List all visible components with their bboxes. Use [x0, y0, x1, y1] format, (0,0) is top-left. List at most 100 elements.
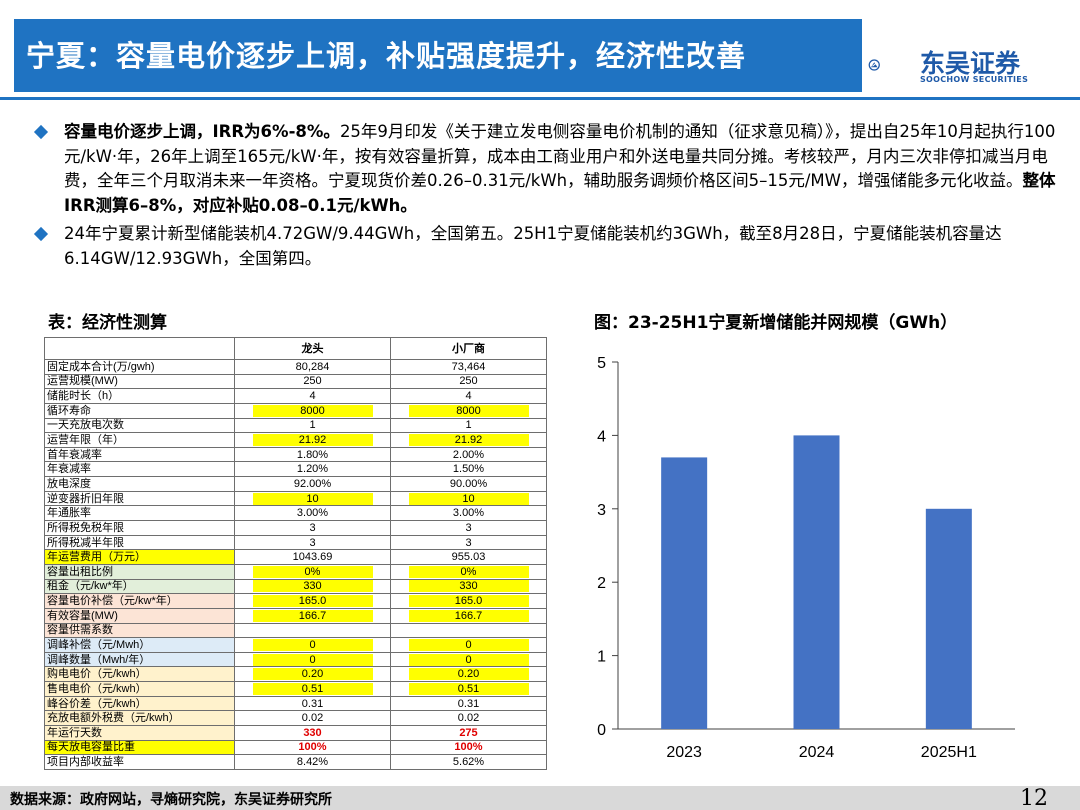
bullet-lead: 容量电价逐步上调，IRR为6%-8%。 [64, 122, 340, 141]
table-header-cell [44, 337, 235, 360]
y-tick-label: 1 [597, 649, 606, 666]
cell-leader: 3 [234, 520, 391, 536]
cell-value: 8.42% [296, 756, 329, 769]
table-header-cell: 龙头 [234, 337, 391, 360]
cell-leader: 3 [234, 534, 391, 551]
cell-value: 0 [252, 638, 373, 651]
cell-leader: 330 [234, 578, 391, 595]
row-label: 年通胀率 [44, 505, 235, 522]
row-label: 调峰数量（Mwh/年） [44, 651, 235, 668]
cell-leader: 330 [234, 725, 391, 741]
diamond-bullet-icon [33, 226, 49, 242]
chart-caption: 图：23-25H1宁夏新增储能并网规模（GWh） [594, 313, 958, 333]
cell-value: 10 [252, 492, 373, 505]
row-label: 固定成本合计(万/gwh) [44, 359, 235, 375]
cell-small-maker: 955.03 [390, 549, 547, 565]
cell-value: 3 [465, 536, 472, 549]
table-row: 一天充放电次数 1 1 [44, 417, 547, 434]
cell-small-maker: 8000 [390, 402, 547, 419]
row-label: 租金（元/kw*年） [44, 578, 235, 595]
cell-small-maker: 90.00% [390, 476, 547, 492]
cell-value: 100% [298, 741, 327, 754]
cell-value: 2.00% [452, 448, 485, 461]
cell-value: 275 [459, 726, 478, 739]
cell-value: 330 [252, 580, 373, 593]
cell-small-maker: 250 [390, 373, 547, 390]
cell-value: 0.20 [408, 668, 529, 681]
cell-value: 90.00% [449, 477, 488, 490]
cell-value: 4 [309, 390, 316, 403]
cell-value: 166.7 [408, 609, 529, 622]
bullet-list: 容量电价逐步上调，IRR为6%-8%。25年9月印发《关于建立发电侧容量电价机制… [30, 120, 1065, 275]
cell-leader: 4 [234, 388, 391, 404]
cell-leader: 1.20% [234, 461, 391, 478]
cell-small-maker: 0.20 [390, 666, 547, 683]
table-row: 年通胀率 3.00% 3.00% [44, 505, 547, 522]
cell-value: 3 [309, 536, 316, 549]
cell-leader: 8000 [234, 402, 391, 419]
cell-leader: 250 [234, 373, 391, 390]
cell-leader: 80,284 [234, 359, 391, 375]
cell-value: 92.00% [293, 477, 332, 490]
cell-value: 3.00% [296, 507, 329, 520]
cell-small-maker: 73,464 [390, 359, 547, 375]
cell-value: 165.0 [408, 595, 529, 608]
bar [925, 508, 972, 729]
economics-table: 龙头 小厂商 固定成本合计(万/gwh) 80,284 73,464 运营规模(MW)… [44, 337, 547, 770]
table-header-cell: 小厂商 [390, 337, 547, 360]
cell-value: 4 [465, 390, 472, 403]
bar-chart: 0 1 2 3 4 5 2023 2024 2025H1 [597, 355, 1015, 761]
cell-value: 0 [408, 653, 529, 666]
table-row: 逆变器折旧年限 10 10 [44, 490, 547, 507]
cell-leader: 0 [234, 637, 391, 653]
cell-small-maker: 0 [390, 651, 547, 668]
cell-small-maker: 3 [390, 534, 547, 551]
table-row: 年运行天数 330 275 [44, 725, 547, 741]
cell-small-maker: 1.50% [390, 461, 547, 478]
cell-value: 166.7 [252, 609, 373, 622]
cell-small-maker: 5.62% [390, 754, 547, 770]
row-label: 容量出租比例 [44, 563, 235, 580]
cell-small-maker: 4 [390, 388, 547, 404]
table-row: 每天放电容量比重 100% 100% [44, 739, 547, 756]
table-row: 充放电额外税费（元/kwh） 0.02 0.02 [44, 710, 547, 727]
cell-small-maker: 0% [390, 563, 547, 580]
row-label: 购电电价（元/kwh） [44, 666, 235, 683]
cell-value: 1043.69 [292, 551, 333, 564]
cell-leader: 1.80% [234, 446, 391, 463]
cell-small-maker: 100% [390, 739, 547, 756]
cell-small-maker [390, 622, 547, 639]
cell-small-maker: 0.31 [390, 695, 547, 712]
cell-value: 0.02 [457, 712, 480, 725]
cell-value: 21.92 [408, 434, 529, 447]
row-label: 售电电价（元/kwh） [44, 681, 235, 697]
bullet-item: 24年宁夏累计新型储能装机4.72GW/9.44GWh，全国第五。25H1宁夏储… [30, 222, 1065, 271]
bullet-tail: 整体IRR测算6–8%，对应补贴0.08–0.1元/kWh。 [64, 171, 1056, 215]
row-label: 运营规模(MW) [44, 373, 235, 390]
table-row: 容量电价补偿（元/kw*年） 165.0 165.0 [44, 593, 547, 609]
cell-value: 0 [252, 653, 373, 666]
cell-value: 1.80% [296, 448, 329, 461]
bar [793, 435, 840, 729]
cell-value: 1 [465, 419, 472, 432]
cell-value: 100% [454, 741, 483, 754]
row-label: 所得税免税年限 [44, 520, 235, 536]
cell-value: 0% [252, 565, 373, 578]
cell-small-maker: 0.51 [390, 681, 547, 697]
cell-value: 3.00% [452, 507, 485, 520]
table-row: 租金（元/kw*年） 330 330 [44, 578, 547, 595]
table-row: 购电电价（元/kwh） 0.20 0.20 [44, 666, 547, 683]
table-caption: 表：经济性测算 [48, 313, 167, 333]
cell-value: 955.03 [451, 551, 486, 564]
diamond-bullet-icon [33, 124, 49, 140]
table-row: 运营年限（年） 21.92 21.92 [44, 432, 547, 448]
cell-small-maker: 166.7 [390, 607, 547, 624]
cell-value: 1.20% [296, 463, 329, 476]
cell-value: 0.51 [408, 682, 529, 695]
title-divider [0, 97, 1080, 100]
cell-value: 0.20 [252, 668, 373, 681]
row-label: 放电深度 [44, 476, 235, 492]
cell-small-maker: 275 [390, 725, 547, 741]
table-row: 调峰补偿（元/Mwh） 0 0 [44, 637, 547, 653]
table-row: 容量供需系数 [44, 622, 547, 639]
